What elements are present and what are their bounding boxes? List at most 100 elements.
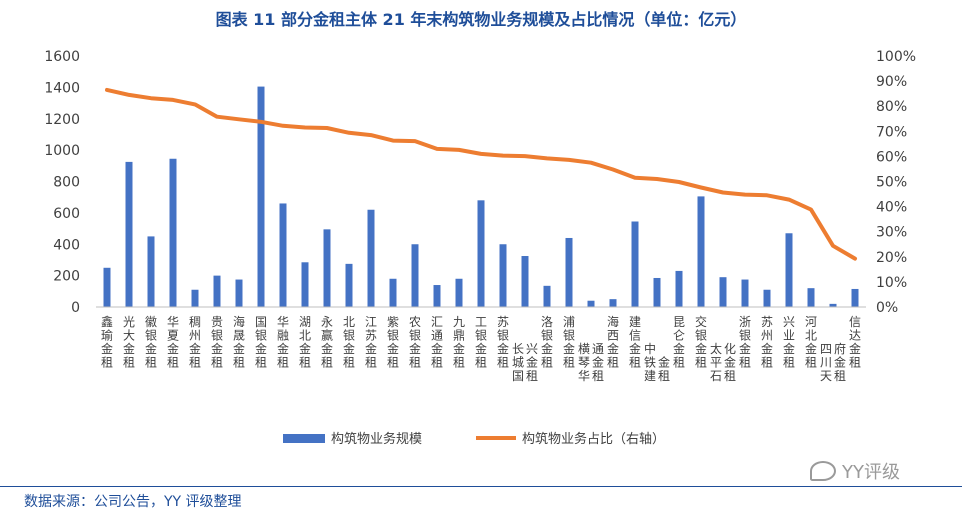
category-label: 长城国兴金租 (512, 342, 538, 383)
line-point (722, 192, 724, 194)
line-point (700, 187, 702, 189)
right-tick-label: 60% (876, 149, 907, 165)
line-point (480, 153, 482, 155)
bar-series (103, 86, 859, 307)
bar (565, 237, 573, 307)
bar (477, 200, 485, 307)
legend-line-label: 构筑物业务占比（右轴） (522, 431, 665, 447)
category-label: 工银金租 (475, 315, 487, 370)
category-label: 光大金租 (123, 315, 135, 370)
category-label: 海晟金租 (233, 314, 245, 370)
category-label: 农银金租 (409, 315, 421, 370)
category-label: 华夏金租 (167, 315, 179, 370)
line-point (414, 140, 416, 142)
left-tick-label: 0 (71, 300, 80, 316)
line-point (590, 162, 592, 164)
wechat-icon (810, 461, 836, 481)
bar (367, 209, 375, 307)
line-point (612, 168, 614, 170)
category-label: 交银金租 (695, 314, 707, 370)
line-point (238, 118, 240, 120)
category-label: 四川天府金租 (820, 341, 846, 383)
line-point (282, 125, 284, 127)
line-point (150, 97, 152, 99)
bar (587, 300, 595, 307)
line-point (348, 132, 350, 134)
bar (719, 277, 727, 307)
category-label: 建信金租 (629, 315, 641, 370)
line-point (370, 134, 372, 136)
line-point (568, 159, 570, 161)
bar (257, 86, 265, 307)
line-point (678, 181, 680, 183)
category-label: 中铁建金租 (644, 341, 670, 383)
line-point (546, 157, 548, 159)
category-label: 洛银金租 (541, 314, 553, 370)
line-point (744, 194, 746, 196)
line-point (502, 155, 504, 157)
bar (125, 161, 133, 307)
right-tick-label: 30% (876, 225, 907, 241)
line-point (634, 177, 636, 179)
right-tick-label: 100% (876, 49, 916, 65)
category-label: 苏银金租 (497, 315, 509, 370)
legend: 构筑物业务规模 构筑物业务占比（右轴） (283, 431, 665, 447)
category-label: 太平石化金租 (710, 341, 736, 383)
category-label: 永赢金租 (321, 315, 333, 370)
line-series (105, 87, 857, 261)
bar (235, 279, 243, 307)
bar (213, 275, 221, 307)
category-label: 兴业金租 (783, 315, 795, 370)
bar (653, 277, 661, 307)
bar (697, 196, 705, 307)
left-tick-label: 800 (53, 175, 80, 191)
right-tick-label: 80% (876, 99, 907, 115)
category-label: 紫银金租 (387, 315, 399, 370)
category-label: 徽银金租 (145, 314, 157, 370)
right-tick-label: 90% (876, 74, 907, 90)
category-label: 苏州金租 (761, 315, 773, 370)
watermark: YY评级 (810, 458, 900, 484)
bar (807, 288, 815, 307)
legend-bar-swatch (283, 434, 325, 443)
bar (851, 288, 859, 307)
bar (147, 236, 155, 307)
right-tick-label: 40% (876, 200, 907, 216)
line-point (304, 127, 306, 129)
category-label: 九鼎金租 (453, 315, 465, 370)
legend-bar-label: 构筑物业务规模 (331, 431, 422, 447)
line-point (216, 116, 218, 118)
bottom-divider (0, 486, 962, 487)
line-point (854, 258, 856, 260)
line-point (766, 194, 768, 196)
category-label: 湖北金租 (299, 314, 311, 370)
right-tick-label: 10% (876, 275, 907, 291)
category-label: 华融金租 (277, 315, 289, 370)
left-tick-label: 1000 (44, 143, 80, 159)
category-label: 信达金租 (849, 315, 861, 370)
right-axis-ticks: 0% 10% 20% 30% 40% 50% 60% 70% 80% 90% 100% (876, 49, 916, 316)
left-tick-label: 1600 (44, 49, 80, 65)
bar (829, 303, 837, 307)
category-label: 国银金租 (255, 315, 267, 370)
category-label: 稠州金租 (189, 315, 201, 370)
line-point (458, 149, 460, 151)
category-label: 贵银金租 (211, 315, 223, 370)
bar (191, 289, 199, 307)
line-point (832, 245, 834, 247)
bar (543, 285, 551, 307)
right-tick-label: 50% (876, 175, 907, 191)
bar (345, 263, 353, 307)
category-label: 浙银金租 (739, 315, 751, 370)
right-tick-label: 20% (876, 250, 907, 266)
left-tick-label: 200 (53, 269, 80, 285)
bar (521, 256, 529, 307)
source-note: 数据来源：公司公告，YY 评级整理 (24, 494, 242, 510)
line-point (260, 121, 262, 123)
bar (389, 278, 397, 307)
right-tick-label: 0% (876, 300, 898, 316)
bar (499, 244, 507, 307)
category-label: 昆仑金租 (673, 315, 685, 370)
line-point (656, 178, 658, 180)
